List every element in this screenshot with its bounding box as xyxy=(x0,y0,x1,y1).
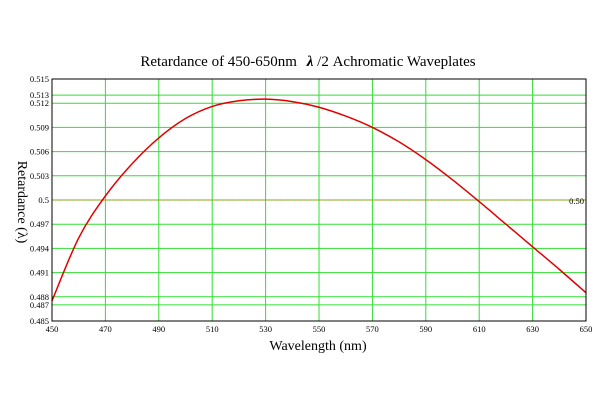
series-line xyxy=(51,98,587,302)
x-tick-label: 510 xyxy=(206,324,219,334)
x-tick-labels: 450 470 490 510 530 550 570 590 610 630 650 xyxy=(46,324,593,334)
chart-title-symbol: λ xyxy=(306,54,314,70)
x-tick-label: 470 xyxy=(99,324,112,334)
chart-title: Retardance of 450-650nm λ /2 Achromatic … xyxy=(140,54,475,70)
x-tick-label: 450 xyxy=(46,324,59,334)
y-tick-label: 0.497 xyxy=(30,219,49,229)
y-tick-label: 0.509 xyxy=(30,122,49,132)
reference-line-group: 0.50 xyxy=(52,196,586,206)
y-tick-label: 0.488 xyxy=(30,292,49,302)
y-tick-label: 0.506 xyxy=(30,147,49,157)
x-tick-label: 490 xyxy=(152,324,165,334)
series-group xyxy=(51,98,587,302)
x-tick-label: 610 xyxy=(473,324,486,334)
y-tick-label: 0.494 xyxy=(30,243,50,253)
y-tick-label: 0.515 xyxy=(30,74,49,84)
reference-line-label: 0.50 xyxy=(569,196,584,206)
chart-title-suffix: /2 Achromatic Waveplates xyxy=(317,54,476,70)
x-tick-label: 550 xyxy=(313,324,326,334)
y-tick-label: 0.512 xyxy=(30,98,49,108)
x-tick-label: 530 xyxy=(259,324,272,334)
y-tick-label: 0.513 xyxy=(30,90,49,100)
x-tick-label: 590 xyxy=(419,324,432,334)
x-tick-label: 570 xyxy=(366,324,379,334)
y-tick-label: 0.487 xyxy=(30,300,49,310)
y-tick-label: 0.503 xyxy=(30,171,49,181)
x-tick-label: 650 xyxy=(580,324,593,334)
y-tick-label: 0.485 xyxy=(30,316,49,326)
y-tick-label: 0.491 xyxy=(30,268,49,278)
y-tick-label: 0.5 xyxy=(38,195,49,205)
x-tick-label: 630 xyxy=(526,324,539,334)
y-axis-label: Retardance (λ) xyxy=(14,161,29,244)
x-axis-label: Wavelength (nm) xyxy=(269,339,367,354)
plot-frame xyxy=(51,78,587,322)
chart-title-prefix: Retardance of 450-650nm xyxy=(140,54,297,70)
